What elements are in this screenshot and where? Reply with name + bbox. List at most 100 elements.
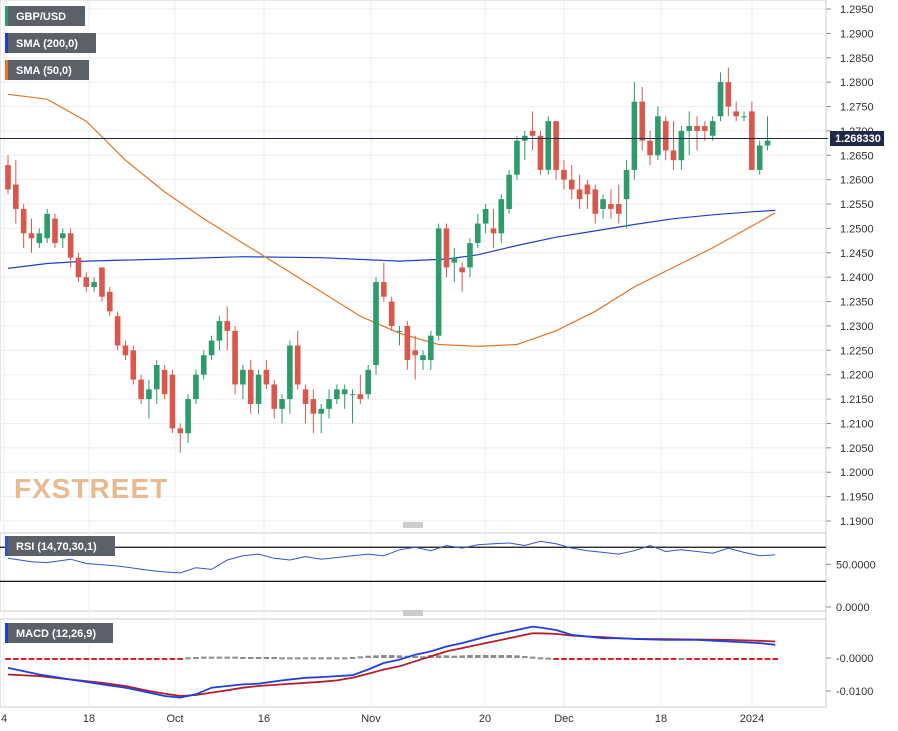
histogram-bar bbox=[717, 658, 724, 660]
histogram-bar bbox=[592, 658, 599, 660]
histogram-bar bbox=[240, 657, 246, 660]
histogram-bar bbox=[326, 657, 332, 660]
candle bbox=[122, 340, 129, 361]
price-tick-label: 1.2550 bbox=[840, 199, 874, 211]
candle-body bbox=[75, 257, 82, 278]
candle-body bbox=[208, 340, 215, 356]
candle-body bbox=[161, 369, 168, 395]
candle bbox=[373, 277, 379, 375]
histogram-bar bbox=[670, 658, 677, 660]
candle bbox=[216, 316, 223, 351]
histogram-bar bbox=[545, 657, 552, 660]
candle bbox=[764, 116, 771, 151]
candle-body bbox=[631, 101, 638, 170]
price-tick-label: 1.2500 bbox=[840, 223, 874, 235]
candle-body bbox=[741, 116, 747, 118]
candle-body bbox=[490, 228, 497, 234]
sma50-tag[interactable]: SMA (50,0) bbox=[5, 60, 89, 80]
candle-body bbox=[568, 179, 575, 190]
histogram-bar bbox=[388, 655, 395, 658]
candle bbox=[130, 345, 137, 385]
histogram-bar bbox=[741, 658, 747, 660]
candle bbox=[341, 384, 348, 409]
histogram-bar bbox=[193, 657, 199, 660]
histogram-bar bbox=[381, 655, 387, 658]
price-tick-label: 1.2250 bbox=[840, 345, 874, 357]
candle bbox=[670, 121, 677, 170]
candle-body bbox=[600, 199, 606, 209]
candle-body bbox=[67, 233, 74, 258]
candle bbox=[576, 174, 583, 209]
candle bbox=[177, 423, 184, 453]
candle bbox=[302, 384, 309, 424]
macd-line bbox=[7, 625, 776, 699]
candle bbox=[349, 389, 356, 424]
histogram-bar bbox=[169, 658, 176, 660]
price-tick-label: 1.1950 bbox=[840, 492, 874, 504]
histogram-bar bbox=[232, 656, 238, 659]
date-tick-label: 18 bbox=[83, 713, 95, 725]
candle-body bbox=[764, 140, 771, 146]
candle bbox=[428, 330, 434, 370]
histogram-bar bbox=[561, 658, 567, 660]
candle bbox=[702, 121, 708, 141]
candle-body bbox=[122, 345, 129, 356]
macd-tag[interactable]: MACD (12,26,9) bbox=[5, 623, 113, 643]
rsi-panel[interactable] bbox=[0, 532, 827, 612]
histogram-bar bbox=[106, 658, 113, 660]
candle-body bbox=[733, 111, 739, 117]
candle-body bbox=[271, 384, 278, 409]
histogram-bar bbox=[576, 658, 583, 660]
price-tick-label: 1.2600 bbox=[840, 175, 874, 187]
candle bbox=[20, 204, 27, 248]
candle-body bbox=[670, 150, 677, 161]
candle bbox=[678, 126, 685, 170]
candle bbox=[482, 204, 489, 234]
histogram-bar bbox=[396, 655, 403, 658]
histogram-bar bbox=[608, 658, 614, 660]
candle bbox=[169, 369, 176, 434]
candle-body bbox=[177, 428, 184, 434]
histogram-bar bbox=[341, 657, 348, 660]
sma200-path bbox=[7, 209, 776, 269]
candle-body bbox=[475, 223, 481, 244]
candle-body bbox=[294, 345, 301, 385]
candle-body bbox=[310, 399, 317, 414]
candle bbox=[404, 321, 411, 370]
symbol-tag[interactable]: GBP/USD bbox=[5, 6, 85, 26]
price-tick-label: 1.2950 bbox=[840, 4, 874, 16]
rsi-tick-label: 50.0000 bbox=[836, 559, 876, 571]
rsi-tag[interactable]: RSI (14,70,30,1) bbox=[5, 536, 115, 556]
sma200-tag[interactable]: SMA (200,0) bbox=[5, 33, 96, 53]
histogram-bar bbox=[310, 657, 317, 660]
candle bbox=[224, 306, 231, 351]
date-tick-label: Dec bbox=[554, 713, 574, 725]
macd-resize-handle[interactable] bbox=[403, 610, 423, 616]
candle bbox=[365, 364, 371, 400]
candle bbox=[161, 364, 168, 400]
candle bbox=[435, 223, 442, 341]
histogram-bar bbox=[475, 655, 481, 658]
candle-body bbox=[443, 228, 450, 268]
histogram-bar bbox=[200, 656, 207, 659]
candle-body bbox=[232, 330, 238, 385]
rsi-resize-handle[interactable] bbox=[403, 522, 423, 528]
sma200-line bbox=[7, 209, 776, 269]
histogram-bar bbox=[435, 655, 442, 658]
histogram-bar bbox=[655, 658, 661, 660]
candle-body bbox=[60, 233, 66, 239]
histogram-bar bbox=[224, 656, 231, 659]
candle bbox=[185, 394, 191, 443]
candle-body bbox=[106, 291, 113, 312]
histogram-bar bbox=[764, 658, 771, 660]
candle bbox=[193, 369, 199, 404]
histogram-bar bbox=[153, 658, 160, 660]
candle-body bbox=[302, 389, 309, 404]
candle bbox=[310, 389, 317, 434]
date-axis: 4 18 Oct 16 Nov 20 Dec 18 2024 bbox=[1, 713, 764, 725]
candle-body bbox=[185, 399, 191, 434]
candle bbox=[200, 350, 207, 380]
macd-panel[interactable] bbox=[0, 618, 827, 708]
candle-body bbox=[255, 374, 262, 404]
date-tick-label: 2024 bbox=[740, 713, 764, 725]
